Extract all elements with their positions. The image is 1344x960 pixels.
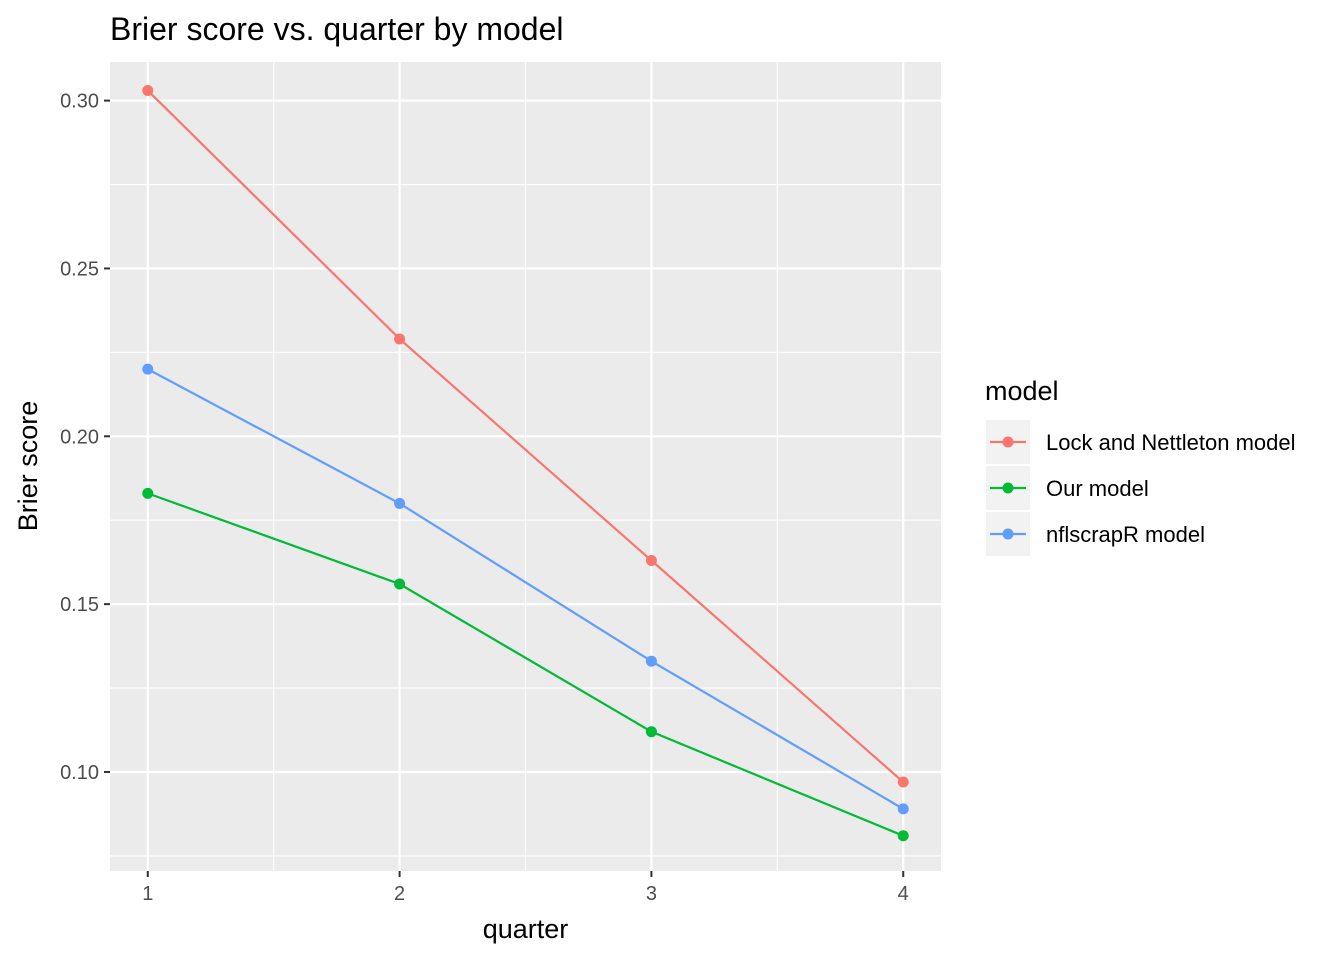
legend-label: nflscrapR model [1046, 522, 1205, 547]
x-axis: 1 2 3 4 [142, 871, 909, 905]
data-point [897, 830, 909, 842]
legend-label: Our model [1046, 476, 1149, 501]
data-point [142, 363, 154, 375]
x-tick-label: 2 [394, 883, 405, 905]
data-point [897, 803, 909, 815]
y-tick-label: 0.20 [60, 426, 99, 448]
y-tick-label: 0.25 [60, 258, 99, 280]
x-tick-label: 3 [646, 883, 657, 905]
x-tick-label: 4 [898, 883, 909, 905]
data-point [645, 726, 657, 738]
series-line [147, 492, 904, 837]
y-tick-label: 0.30 [60, 91, 99, 113]
legend-title: model [985, 376, 1059, 406]
data-point [394, 578, 406, 590]
data-point [142, 85, 154, 97]
legend-key-point [1002, 482, 1014, 494]
data-point [897, 776, 909, 788]
series-line [147, 89, 904, 783]
series-layer [142, 85, 909, 842]
y-axis: 0.10 0.15 0.20 0.25 0.30 [60, 91, 110, 784]
chart-title: Brier score vs. quarter by model [110, 11, 564, 47]
data-point [394, 333, 406, 345]
y-tick-label: 0.15 [60, 594, 99, 616]
legend-label: Lock and Nettleton model [1046, 430, 1296, 455]
data-point [394, 497, 406, 509]
legend-key-point [1002, 528, 1014, 540]
minor-gridlines [110, 62, 941, 871]
data-point [645, 655, 657, 667]
major-gridlines [110, 62, 941, 871]
x-tick-label: 1 [142, 883, 153, 905]
legend-key-point [1002, 436, 1014, 448]
y-axis-title: Brier score [13, 401, 43, 532]
data-point [142, 487, 154, 499]
data-point [645, 554, 657, 566]
y-tick-label: 0.10 [60, 762, 99, 784]
x-axis-title: quarter [483, 914, 569, 944]
legend: model Lock and Nettleton model Our model n… [985, 376, 1296, 556]
series-line [147, 368, 904, 810]
